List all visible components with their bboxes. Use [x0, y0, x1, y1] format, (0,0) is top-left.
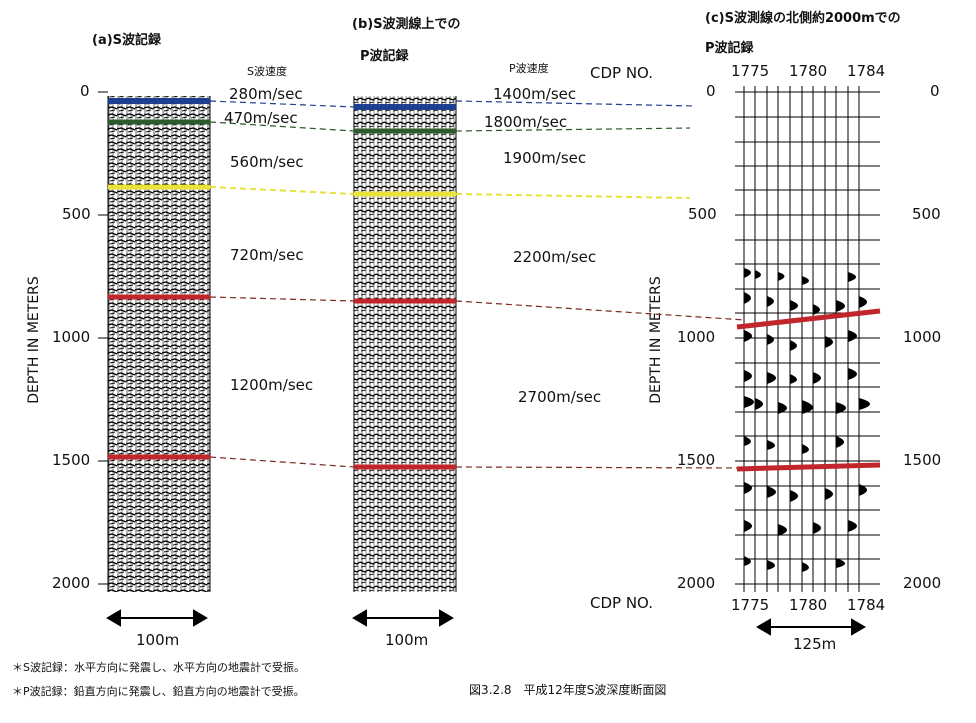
depth-tick-right-1500: 1500 — [903, 451, 942, 469]
depth-tick-c-500: 500 — [688, 205, 717, 223]
p-velocity-4: 2200m/sec — [513, 248, 597, 266]
corr-yellow-ab — [209, 186, 355, 195]
cdp-label-bottom: CDP NO. — [590, 594, 654, 612]
depth-tick-right-500: 500 — [912, 205, 941, 223]
cdp-tick-top-1780: 1780 — [789, 62, 828, 80]
note-p-wave: ＊P波記録：鉛直方向に発震し、鉛直方向の地震計で受振。 — [12, 685, 305, 698]
cdp-tick-bottom-1784: 1784 — [847, 596, 886, 614]
depth-tick-right-0: 0 — [930, 82, 940, 100]
depth-tick-left-0: 0 — [80, 82, 90, 100]
p-velocity-5: 2700m/sec — [518, 388, 602, 406]
s-velocity-5: 1200m/sec — [230, 376, 314, 394]
depth-tick-left-1000: 1000 — [52, 328, 91, 346]
p-velocity-3: 1900m/sec — [503, 149, 587, 167]
p-velocity-1: 1400m/sec — [493, 85, 577, 103]
depth-tick-left-1500: 1500 — [52, 451, 91, 469]
scale-arrow-c-right — [851, 618, 866, 636]
p-velocity-header: P波速度 — [509, 62, 549, 75]
cdp-tick-bottom-1775: 1775 — [731, 596, 770, 614]
scale-label-c: 125m — [793, 635, 837, 653]
corr-blue-bc — [455, 100, 696, 107]
corr-red1-bc — [455, 300, 746, 321]
scale-arrows — [106, 609, 866, 636]
depth-tick-left-2000: 2000 — [52, 574, 91, 592]
s-velocity-4: 720m/sec — [230, 246, 304, 264]
panel-a-title: (a)S波記録 — [92, 33, 162, 48]
panel-b-title-line1: (b)S波測線上での — [352, 17, 461, 32]
s-velocity-1: 280m/sec — [229, 85, 303, 103]
panel-c-title-line2: P波記録 — [705, 41, 754, 56]
corr-green-bc — [455, 127, 691, 132]
corr-green-ab — [209, 121, 355, 132]
depth-tick-right-1000: 1000 — [903, 328, 942, 346]
corr-red1-ab — [209, 296, 355, 302]
panel-c-red-horizon-2 — [736, 462, 881, 472]
s-velocity-header: S波速度 — [247, 65, 287, 78]
depth-tick-c-1500: 1500 — [677, 451, 716, 469]
cdp-tick-bottom-1780: 1780 — [789, 596, 828, 614]
note-s-wave: ＊S波記録：水平方向に発震し、水平方向の地震計で受振。 — [12, 661, 305, 674]
depth-tick-c-1000: 1000 — [677, 328, 716, 346]
depth-tick-c-2000: 2000 — [677, 574, 716, 592]
depth-tick-left-500: 500 — [62, 205, 91, 223]
corr-red2-ab — [209, 456, 355, 468]
scale-arrow-a-right — [193, 609, 208, 627]
cdp-tick-top-1775: 1775 — [731, 62, 770, 80]
corr-yellow-bc — [455, 193, 691, 199]
scale-label-b: 100m — [385, 631, 429, 649]
panel-a-left-axis-ticks — [98, 91, 108, 585]
scale-arrow-a-left — [106, 609, 121, 627]
figure-caption: 図3.2.8 平成12年度S波深度断面図 — [469, 683, 667, 697]
p-velocity-2: 1800m/sec — [484, 113, 568, 131]
corr-red2-bc — [455, 466, 746, 469]
panel-b-section — [353, 96, 457, 592]
scale-arrow-b-left — [352, 609, 367, 627]
depth-tick-right-2000: 2000 — [903, 574, 942, 592]
corr-blue-ab — [209, 100, 355, 108]
scale-label-a: 100m — [136, 631, 180, 649]
s-velocity-2: 470m/sec — [224, 109, 298, 127]
panel-a-traces — [108, 96, 210, 592]
panel-b-traces — [354, 96, 456, 592]
panel-a-section — [98, 91, 211, 592]
panel-c-title-line1: (c)S波測線の北側約2000mでの — [705, 11, 901, 26]
panel-c-red-horizon-1 — [736, 308, 881, 330]
depth-tick-c-0: 0 — [706, 82, 716, 100]
scale-arrow-c-left — [756, 618, 771, 636]
panel-c-trace-baselines — [743, 86, 860, 592]
scale-arrow-b-right — [439, 609, 454, 627]
correlation-lines — [209, 100, 746, 469]
s-velocity-3: 560m/sec — [230, 153, 304, 171]
panel-b-title-line2: P波記録 — [360, 49, 409, 64]
panel-c-wiggles — [744, 268, 870, 572]
cdp-label-top: CDP NO. — [590, 64, 654, 82]
panel-c-section — [735, 86, 881, 592]
cdp-tick-top-1784: 1784 — [847, 62, 886, 80]
panel-c-grid — [735, 91, 880, 585]
